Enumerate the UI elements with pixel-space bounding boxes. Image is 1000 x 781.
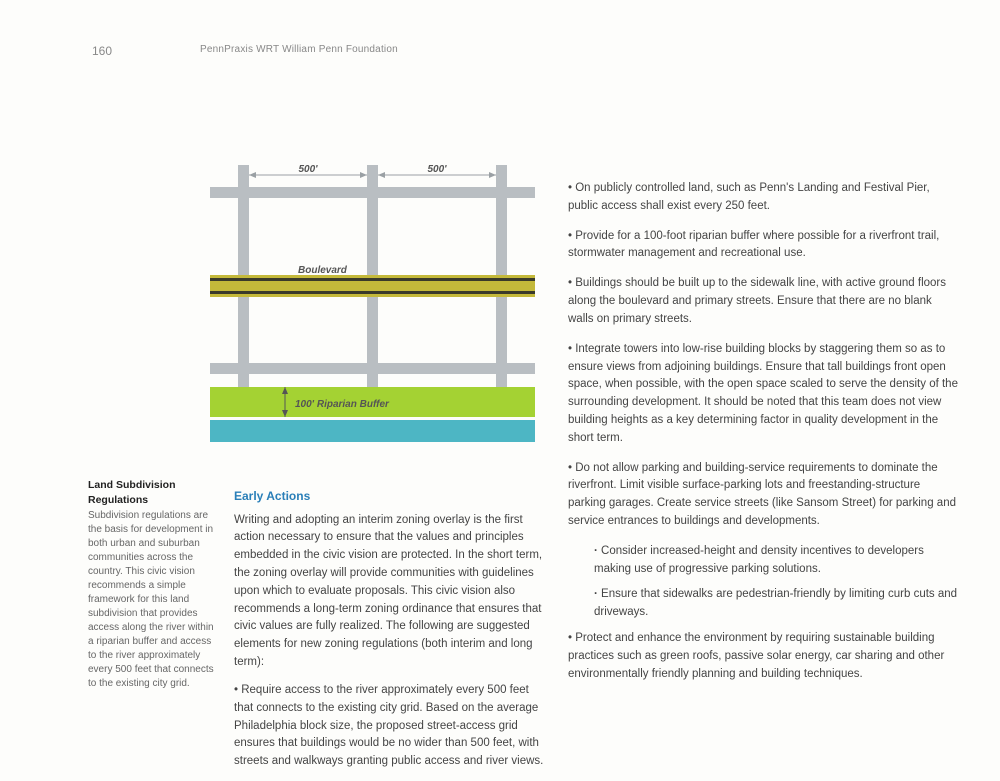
right-para-5: • Do not allow parking and building-serv… <box>568 460 958 531</box>
middle-column: Early Actions Writing and adopting an in… <box>234 487 544 781</box>
page-number: 160 <box>92 42 112 61</box>
diagram-riparian-label: 100' Riparian Buffer <box>295 399 390 410</box>
header-organizations: PennPraxis WRT William Penn Foundation <box>200 42 398 58</box>
right-para-1: • On publicly controlled land, such as P… <box>568 180 958 216</box>
right-para-6: • Protect and enhance the environment by… <box>568 630 958 683</box>
early-actions-heading: Early Actions <box>234 487 544 506</box>
right-sub-1: Consider increased-height and density in… <box>568 543 958 579</box>
sidebar: Land Subdivision Regulations Subdivision… <box>88 478 220 691</box>
diagram-distance-left: 500' <box>298 165 318 175</box>
right-para-3: • Buildings should be built up to the si… <box>568 275 958 328</box>
sidebar-title: Land Subdivision Regulations <box>88 478 220 507</box>
right-para-2: • Provide for a 100-foot riparian buffer… <box>568 228 958 264</box>
sidebar-body: Subdivision regulations are the basis fo… <box>88 509 220 691</box>
right-sub-2: Ensure that sidewalks are pedestrian-fri… <box>568 586 958 622</box>
middle-para-1: Writing and adopting an interim zoning o… <box>234 512 544 672</box>
right-column: • On publicly controlled land, such as P… <box>568 180 958 696</box>
middle-para-2: • Require access to the river approximat… <box>234 682 544 771</box>
diagram-boulevard-label: Boulevard <box>298 265 348 276</box>
diagram-distance-right: 500' <box>427 165 447 175</box>
right-para-4: • Integrate towers into low-rise buildin… <box>568 341 958 448</box>
subdivision-diagram: 500' 500' Boulevard 100' Riparian Buffer <box>210 165 535 445</box>
